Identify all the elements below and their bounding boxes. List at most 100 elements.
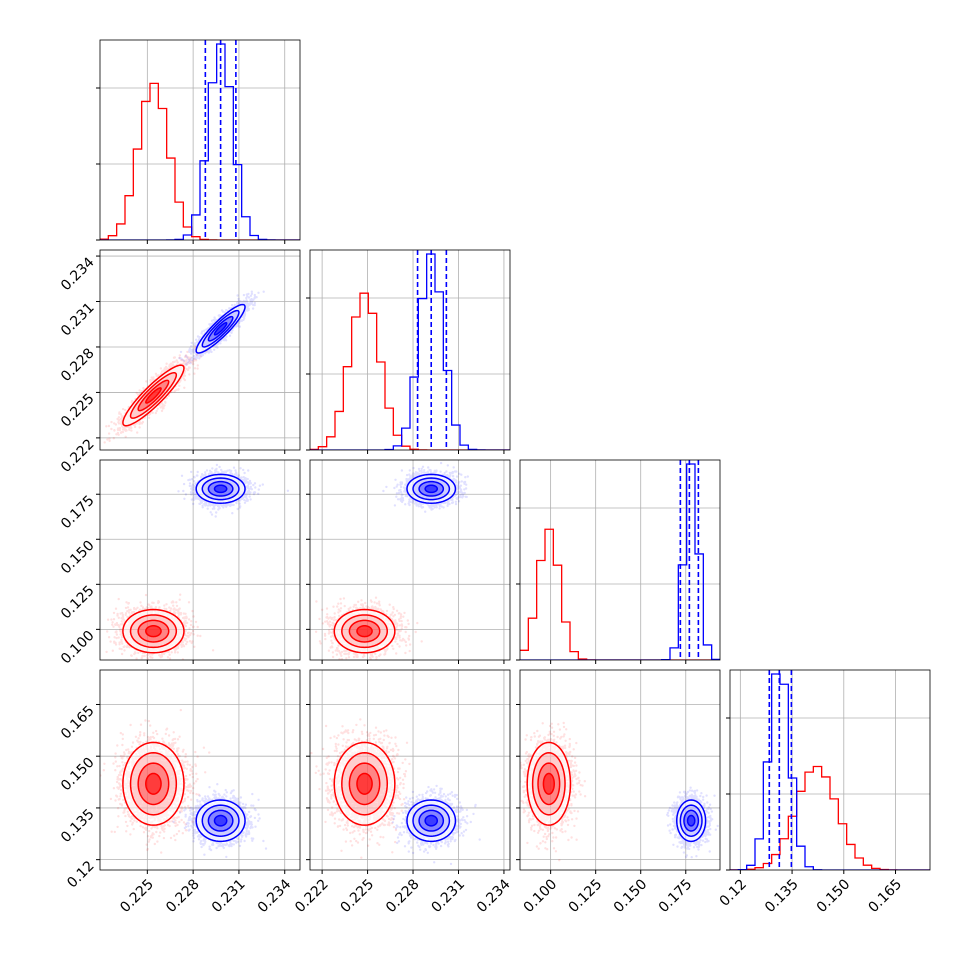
x-tick-label: 0.228 <box>383 876 423 916</box>
contour-line <box>195 473 246 504</box>
contour-line <box>418 809 445 832</box>
x-tick-label: 0.150 <box>611 876 651 916</box>
contour-line <box>531 752 566 816</box>
contour-fill <box>145 773 162 795</box>
contour-line <box>129 371 178 419</box>
contour-line <box>542 772 555 795</box>
contour-line <box>424 814 439 827</box>
panel-frame <box>519 669 721 871</box>
x-tick-label: 0.12 <box>717 876 750 909</box>
y-tick-label: 0.225 <box>58 391 98 431</box>
contour-line <box>683 809 700 832</box>
contour-fill <box>145 387 162 404</box>
contour-line <box>537 762 561 806</box>
x-tick-label: 0.234 <box>255 876 295 916</box>
contour-line <box>201 309 240 348</box>
panel <box>520 460 720 660</box>
contour-fill <box>214 485 227 493</box>
contour-fill <box>425 485 438 493</box>
contour-line <box>333 741 396 826</box>
contour-fill <box>687 815 695 826</box>
x-tick-label: 0.228 <box>163 876 203 916</box>
contour-line <box>356 772 373 795</box>
contour-line <box>122 608 185 654</box>
y-tick-label: 0.12 <box>64 858 97 891</box>
x-tick-label: 0.100 <box>521 876 561 916</box>
panel <box>100 40 300 240</box>
contour-fill <box>356 625 373 637</box>
contour-fill <box>214 815 227 826</box>
contour-line <box>333 608 396 654</box>
panel-frame <box>309 249 511 451</box>
panel-frame <box>99 669 301 871</box>
y-tick-label: 0.165 <box>58 703 98 743</box>
y-tick-label: 0.150 <box>58 538 98 578</box>
histogram <box>100 82 300 240</box>
panel <box>100 670 300 870</box>
contour-fill <box>543 773 555 795</box>
contour-line <box>129 752 178 816</box>
panel <box>310 250 510 450</box>
y-tick-label: 0.228 <box>58 345 98 385</box>
panel <box>100 250 300 450</box>
y-tick-label: 0.234 <box>58 254 98 294</box>
contour-line <box>526 741 572 826</box>
contour-line <box>145 625 162 638</box>
contour-line <box>213 814 228 827</box>
y-tick-label: 0.222 <box>58 436 98 476</box>
contour-line <box>213 321 228 336</box>
histogram <box>100 43 300 240</box>
contour-line <box>418 480 445 497</box>
panel-frame <box>99 249 301 451</box>
contour-line <box>686 814 696 827</box>
panel-frame <box>99 459 301 661</box>
histogram <box>730 673 930 870</box>
contour-line <box>406 473 457 504</box>
panel <box>310 670 510 870</box>
x-tick-label: 0.234 <box>474 876 514 916</box>
contour-line <box>406 799 457 843</box>
y-tick-label: 0.231 <box>58 300 98 340</box>
contour-line <box>424 484 439 494</box>
x-tick-label: 0.135 <box>762 876 802 916</box>
x-tick-label: 0.231 <box>209 876 249 916</box>
contour-line <box>129 614 178 649</box>
contour-line <box>122 364 185 427</box>
contour-fill <box>425 815 438 826</box>
y-tick-label: 0.175 <box>58 493 98 533</box>
contour-line <box>145 772 162 795</box>
x-tick-label: 0.150 <box>814 876 854 916</box>
panel <box>730 670 930 870</box>
x-tick-label: 0.222 <box>292 876 332 916</box>
panel-frame <box>99 39 301 241</box>
contour-fill <box>214 322 227 335</box>
x-tick-label: 0.125 <box>566 876 606 916</box>
x-tick-label: 0.175 <box>656 876 696 916</box>
contour-line <box>201 804 240 837</box>
contour-line <box>213 484 228 494</box>
panel-frame <box>729 669 931 871</box>
contour-line <box>207 315 234 342</box>
contour-line <box>207 809 234 832</box>
contour-fill <box>145 625 162 637</box>
histogram <box>520 463 720 660</box>
contour-line <box>137 762 170 806</box>
contour-line <box>679 804 703 837</box>
histogram <box>310 292 510 450</box>
panel <box>310 460 510 660</box>
panel-frame <box>519 459 721 661</box>
contour-line <box>195 303 246 354</box>
contour-line <box>122 741 185 826</box>
y-tick-label: 0.100 <box>58 628 98 668</box>
contour-line <box>676 799 707 843</box>
contour-line <box>137 619 170 643</box>
histogram <box>310 253 510 450</box>
contour-line <box>348 619 381 643</box>
contour-line <box>412 477 451 501</box>
contour-line <box>207 480 234 497</box>
panel <box>520 670 720 870</box>
y-tick-label: 0.125 <box>58 583 98 623</box>
x-tick-label: 0.225 <box>338 876 378 916</box>
panel <box>100 460 300 660</box>
contour-fill <box>356 773 373 795</box>
